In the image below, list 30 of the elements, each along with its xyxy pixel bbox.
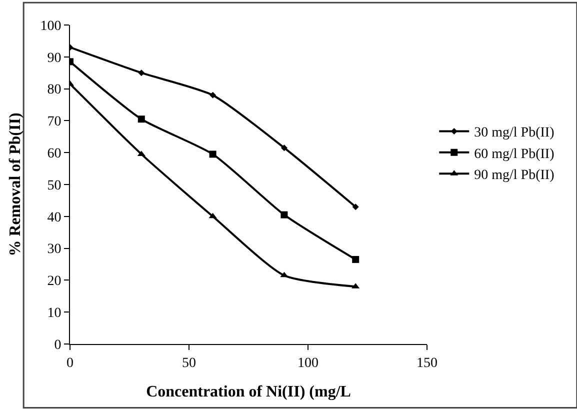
y-axis-title: % Removal of Pb(II) (7, 112, 24, 256)
x-tick-label: 100 (298, 356, 318, 371)
y-tick-label: 30 (47, 242, 62, 258)
legend-label: 30 mg/l Pb(II) (474, 126, 555, 141)
y-tick-label: 20 (47, 274, 62, 290)
y-tick-label: 50 (47, 178, 62, 194)
point (138, 116, 145, 123)
point (138, 70, 145, 76)
y-tick-label: 10 (47, 306, 62, 321)
point (352, 204, 359, 210)
point (210, 92, 216, 98)
point (280, 211, 288, 218)
point (280, 272, 288, 278)
y-tick-label: 90 (47, 50, 62, 66)
x-tick-label: 50 (182, 356, 196, 371)
x-axis-title: Concentration of Ni(II) (mg/L (146, 384, 351, 400)
y-tick-label: 60 (47, 146, 62, 162)
point (208, 212, 217, 218)
y-tick-label: 80 (47, 82, 62, 98)
y-tick-label: 70 (47, 114, 62, 130)
point (280, 144, 288, 152)
legend-label: 90 mg/l Pb(II) (474, 168, 555, 184)
y-tick-label: 0 (54, 338, 62, 353)
point (209, 150, 216, 158)
y-tick-label: 40 (47, 210, 62, 226)
y-tick-label: 100 (40, 18, 62, 34)
x-tick-label: 0 (66, 356, 74, 371)
point (352, 256, 360, 263)
legend-label: 60 mg/l Pb(II) (474, 146, 555, 162)
x-tick-label: 150 (416, 356, 438, 371)
